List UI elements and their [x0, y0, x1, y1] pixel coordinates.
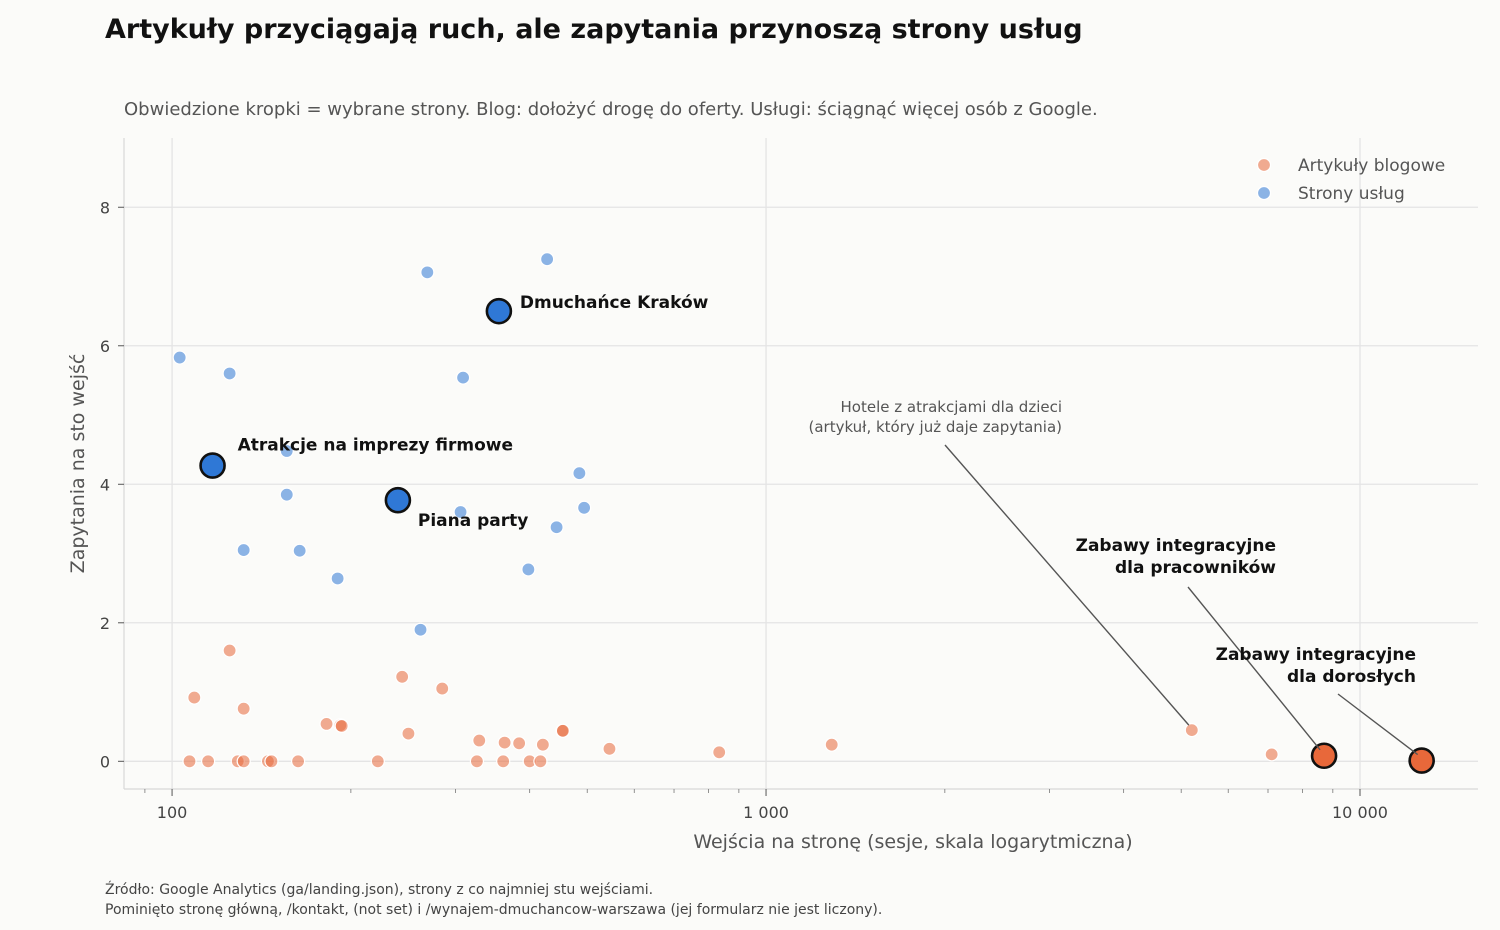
data-point — [334, 718, 349, 734]
x-tick-label: 100 — [157, 803, 188, 822]
data-point — [1264, 747, 1279, 762]
point-label: Zabawy integracyjne dla dorosłych — [1216, 645, 1416, 687]
legend-label: Strony usług — [1298, 184, 1405, 204]
data-point — [182, 754, 197, 769]
data-point — [712, 745, 727, 760]
data-points — [172, 252, 1435, 774]
y-tick-label: 0 — [100, 752, 110, 771]
data-point — [236, 754, 251, 769]
axes: 0 2 4 6 8 100 1 000 10 000 Wejścia na stronę (se… — [67, 138, 1478, 853]
data-point — [319, 716, 334, 732]
annotation-arrow — [1187, 586, 1321, 751]
data-point — [413, 622, 428, 637]
y-tick-label: 2 — [100, 614, 110, 633]
grid-lines — [124, 138, 1478, 789]
legend-label: Artykuły blogowe — [1298, 156, 1445, 176]
data-point — [469, 754, 485, 769]
footer-note: Pominięto stronę główną, /kontakt, (not … — [105, 902, 883, 918]
data-point — [549, 520, 564, 535]
point-label: Piana party — [418, 511, 528, 531]
chart-subtitle: Obwiedzione kropki = wybrane strony. Blo… — [124, 99, 1098, 120]
y-axis-title: Zapytania na sto wejść — [67, 354, 89, 574]
data-point — [540, 252, 555, 267]
y-tick-label: 6 — [100, 337, 110, 356]
annotation-arrow — [1337, 693, 1419, 756]
data-point — [290, 754, 306, 769]
data-point — [264, 754, 279, 769]
data-point — [222, 643, 237, 658]
annotation-note: Hotele z atrakcjami dla dzieci (artykuł, … — [808, 398, 1062, 436]
data-point — [292, 543, 307, 558]
data-point — [279, 487, 294, 502]
data-point — [172, 350, 187, 365]
data-point — [824, 737, 839, 752]
data-point — [395, 669, 410, 684]
data-point — [279, 443, 294, 459]
data-point — [512, 736, 527, 751]
data-point — [535, 737, 550, 752]
highlighted-point — [1310, 742, 1338, 770]
highlighted-point — [485, 297, 513, 325]
highlighted-point — [199, 452, 226, 479]
annotation-arrow — [944, 444, 1190, 726]
data-point — [453, 504, 468, 520]
highlighted-point — [384, 486, 412, 514]
highlighted-point — [1408, 747, 1435, 774]
x-tick-label: 10 000 — [1332, 803, 1388, 822]
data-point — [401, 726, 416, 741]
data-point — [577, 500, 592, 515]
data-point — [236, 542, 251, 558]
data-point — [236, 701, 251, 716]
point-label: Dmuchańce Kraków — [520, 293, 709, 313]
data-point — [420, 265, 435, 280]
data-point — [370, 754, 385, 769]
legend-marker — [1256, 185, 1272, 201]
data-point — [455, 370, 471, 385]
point-label: Atrakcje na imprezy firmowe — [238, 436, 513, 456]
data-point — [497, 735, 512, 750]
y-tick-label: 4 — [100, 475, 110, 494]
legend-marker — [1256, 157, 1272, 173]
x-axis-title: Wejścia na stronę (sesje, skala logarytm… — [693, 831, 1132, 853]
data-point — [496, 754, 511, 769]
annotations: Dmuchańce Kraków Atrakcje na imprezy firm… — [238, 293, 1419, 756]
data-point — [330, 571, 345, 586]
y-tick-label: 8 — [100, 198, 110, 217]
x-tick-label: 1 000 — [743, 803, 789, 822]
data-point — [1184, 723, 1199, 738]
footer-source: Źródło: Google Analytics (ga/landing.jso… — [105, 882, 654, 898]
data-point — [201, 754, 216, 769]
data-point — [187, 690, 202, 705]
data-point — [533, 754, 548, 769]
data-point — [472, 733, 487, 748]
data-point — [521, 562, 536, 577]
point-label: Zabawy integracyjne dla pracowników — [1076, 536, 1277, 578]
legend: Artykuły blogowe Strony usług — [1256, 156, 1445, 204]
data-point — [602, 741, 617, 756]
data-point — [555, 723, 571, 738]
data-point — [435, 681, 450, 696]
data-point — [222, 366, 237, 381]
chart-title: Artykuły przyciągają ruch, ale zapytania… — [105, 14, 1083, 45]
data-point — [572, 466, 587, 481]
